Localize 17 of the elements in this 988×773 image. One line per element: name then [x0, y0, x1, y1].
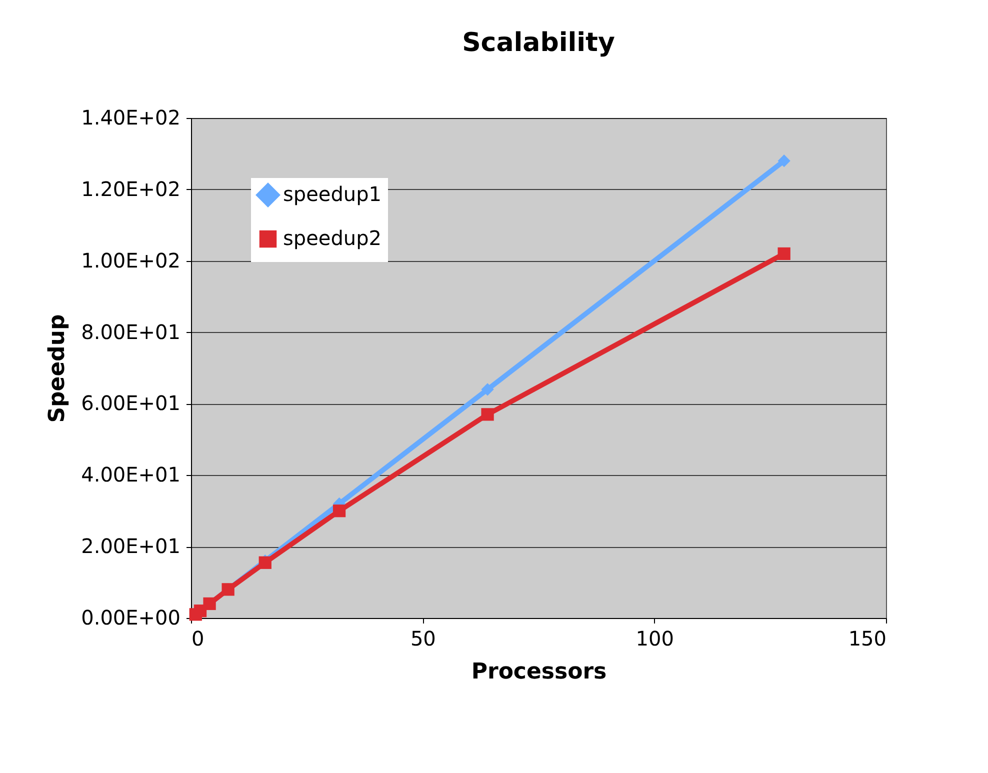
y-tick-label: 1.00E+02: [81, 248, 180, 272]
x-axis-title: Processors: [471, 660, 607, 684]
y-tick-label: 0.00E+00: [81, 606, 180, 630]
y-tick-label: 1.20E+02: [81, 176, 180, 201]
legend-label: speedup2: [283, 226, 382, 250]
x-tick-label: 150: [848, 626, 886, 650]
x-tick-label: 50: [410, 626, 436, 650]
y-axis-title: Speedup: [45, 314, 70, 423]
y-tick-label: 1.40E+02: [81, 106, 180, 130]
x-tick-label: 100: [636, 626, 674, 650]
y-tick-label: 8.00E+01: [81, 320, 180, 344]
legend-label: speedup1: [283, 182, 382, 206]
x-tick-label: 0: [192, 626, 204, 650]
y-tick-label: 4.00E+01: [81, 462, 180, 487]
y-tick-label: 2.00E+01: [81, 534, 180, 558]
y-tick-label: 6.00E+01: [81, 391, 180, 416]
chart-title: Scalability: [462, 28, 615, 58]
